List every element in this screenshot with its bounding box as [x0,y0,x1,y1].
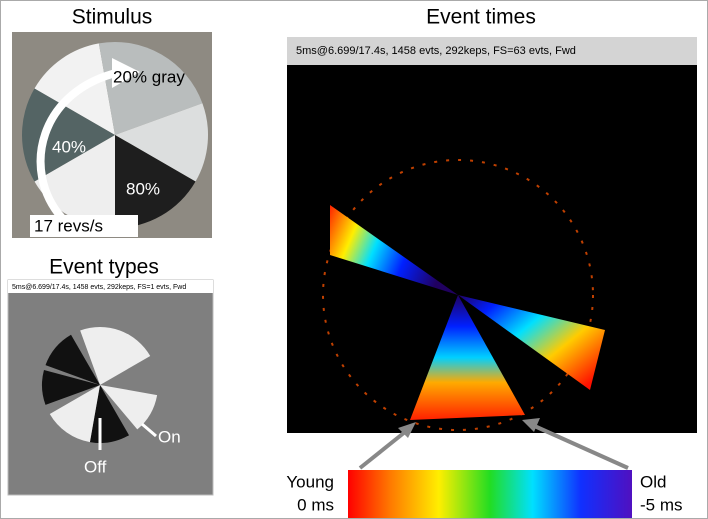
young-time: 0 ms [297,495,334,514]
speed-label: 17 revs/s [34,216,103,235]
sector-label: 20% gray [113,67,185,86]
event-times-header: 5ms@6.699/17.4s, 1458 evts, 292keps, FS=… [296,45,576,57]
event-times-title: Event times [426,6,536,29]
event-types-title: Event types [49,256,159,279]
stimulus-title: Stimulus [72,6,153,29]
old-time: -5 ms [640,495,683,514]
sector-label: 80% [126,179,160,198]
young-label: Young [286,472,334,491]
sector-label: 40% [52,137,86,156]
on-label: On [158,427,181,446]
colorbar [348,470,632,518]
off-label: Off [84,457,107,476]
event-types-header: 5ms@6.699/17.4s, 1458 evts, 292keps, FS=… [12,284,186,291]
figure: Stimulus 20% gray 40% 80% 17 revs/s Even… [0,0,708,519]
old-label: Old [640,472,666,491]
